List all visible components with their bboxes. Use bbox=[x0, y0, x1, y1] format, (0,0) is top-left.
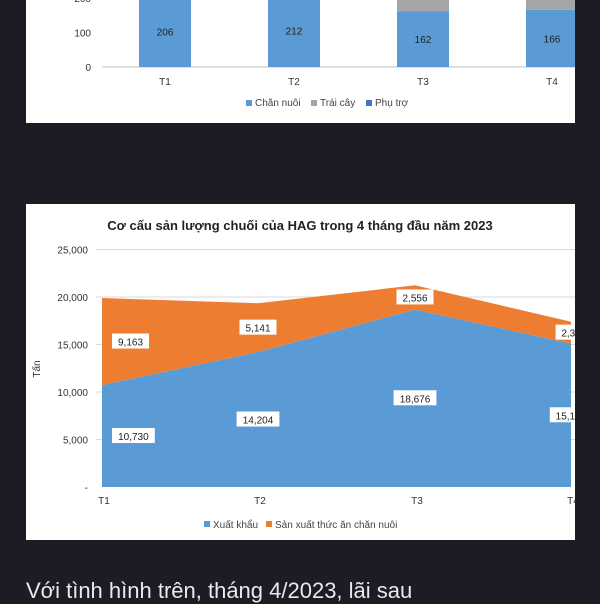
data-label: 14,204 bbox=[243, 416, 274, 427]
x-category-label: T4 bbox=[546, 77, 558, 88]
legend-label: Phụ trợ bbox=[375, 98, 409, 109]
y-tick-label: 10,000 bbox=[57, 388, 88, 399]
bar-data-label: 162 bbox=[415, 35, 432, 46]
data-label-box bbox=[112, 428, 155, 444]
data-label-group: 18,676 bbox=[393, 390, 437, 406]
x-category-label: T3 bbox=[417, 77, 429, 88]
legend-swatch bbox=[246, 100, 252, 106]
y-tick-label: 200 bbox=[74, 0, 91, 5]
x-category-label: T2 bbox=[254, 496, 266, 507]
y-tick-label: 20,000 bbox=[57, 293, 88, 304]
y-tick-label: 25,000 bbox=[57, 246, 88, 257]
article-caption: Với tình hình trên, tháng 4/2023, lãi sa… bbox=[26, 578, 413, 603]
bar-data-label: 166 bbox=[544, 34, 561, 45]
bar-chart-card: 0 100 200 206 T1 212 T2 162 T3 166 T4 Chăn nuôi Trái… bbox=[26, 0, 575, 123]
data-label-group: 10,730 bbox=[112, 428, 155, 444]
data-label: 15,1 bbox=[556, 411, 575, 422]
area-series-san-xuat-thuc-an bbox=[102, 285, 571, 386]
data-label: 5,141 bbox=[245, 324, 270, 335]
y-tick-label: 100 bbox=[74, 29, 91, 40]
bar-chăn-nuôi-t4 bbox=[526, 9, 575, 67]
legend-label: Trái cây bbox=[320, 98, 355, 109]
data-label-box bbox=[549, 407, 575, 423]
data-label: 2,3 bbox=[561, 329, 575, 340]
data-label-box bbox=[112, 333, 149, 349]
data-label-box bbox=[396, 289, 434, 305]
x-category-label: T4 bbox=[567, 496, 575, 507]
bar-chăn-nuôi-t2 bbox=[268, 0, 320, 67]
legend-label: Chăn nuôi bbox=[255, 98, 301, 109]
x-category-label: T2 bbox=[288, 77, 300, 88]
bar-trái-cây-t3 bbox=[397, 0, 449, 12]
data-label-group: 5,141 bbox=[239, 319, 277, 335]
x-category-label: T1 bbox=[98, 496, 110, 507]
legend-label: Sản xuất thức ăn chăn nuôi bbox=[275, 519, 397, 531]
bar-data-label: 206 bbox=[157, 27, 174, 38]
bar-chăn-nuôi-t1 bbox=[139, 0, 191, 67]
area-series-xuat-khau bbox=[102, 309, 571, 487]
legend-swatch bbox=[366, 100, 372, 106]
legend-swatch bbox=[266, 521, 272, 527]
bar-chăn-nuôi-t3 bbox=[397, 11, 449, 67]
stacked-bar-chart: 0 100 200 206 T1 212 T2 162 T3 166 T4 Chăn nuôi Trái… bbox=[74, 0, 575, 109]
data-label-group: 15,1 bbox=[549, 407, 575, 423]
stacked-area-chart: Cơ cấu sản lượng chuối của HAG trong 4 t… bbox=[31, 218, 575, 531]
legend-label: Xuất khẩu bbox=[213, 519, 258, 531]
data-label-group: 2,556 bbox=[396, 289, 434, 305]
y-tick-label: 0 bbox=[85, 63, 91, 74]
bar-trái-cây-t4 bbox=[526, 0, 575, 10]
data-label-group: 9,163 bbox=[112, 333, 149, 349]
data-label-box bbox=[393, 390, 437, 406]
data-label-box bbox=[239, 319, 277, 335]
x-category-label: T1 bbox=[159, 77, 171, 88]
data-label: 9,163 bbox=[118, 338, 143, 349]
data-label: 18,676 bbox=[400, 394, 431, 405]
y-tick-label: 5,000 bbox=[63, 436, 88, 447]
legend-swatch bbox=[204, 521, 210, 527]
y-tick-label: - bbox=[85, 483, 88, 494]
bar-data-label: 212 bbox=[286, 26, 303, 37]
data-label-box bbox=[555, 324, 575, 340]
data-label-group: 2,3 bbox=[555, 324, 575, 340]
legend-swatch bbox=[311, 100, 317, 106]
y-tick-label: 15,000 bbox=[57, 341, 88, 352]
data-label: 2,556 bbox=[402, 293, 427, 304]
data-label: 10,730 bbox=[118, 432, 149, 443]
data-label-box bbox=[236, 411, 280, 427]
area-chart-card: Cơ cấu sản lượng chuối của HAG trong 4 t… bbox=[26, 204, 575, 540]
x-category-label: T3 bbox=[411, 496, 423, 507]
y-axis-label: Tấn bbox=[31, 360, 43, 377]
data-label-group: 14,204 bbox=[236, 411, 280, 427]
chart-title: Cơ cấu sản lượng chuối của HAG trong 4 t… bbox=[107, 218, 492, 233]
